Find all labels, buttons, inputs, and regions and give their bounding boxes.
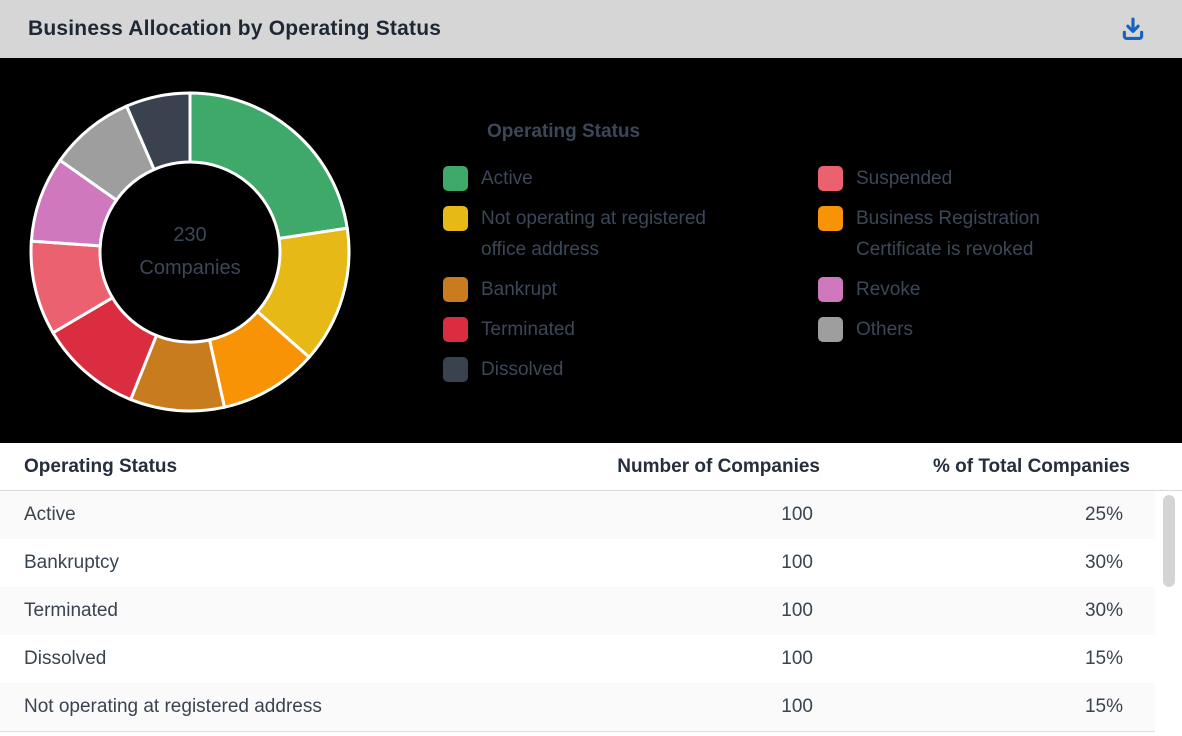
cell-number-of-companies: 100: [781, 552, 813, 573]
legend-swatch-dissolved: [443, 357, 468, 382]
cell-number-of-companies: 100: [781, 600, 813, 621]
legend-title: Operating Status: [487, 121, 641, 142]
legend-item-bankrupt[interactable]: Bankrupt: [443, 274, 818, 305]
legend-item-business-registration-certificate-is-revoked[interactable]: Business Registration Certificate is rev…: [818, 203, 1126, 265]
legend-swatch-terminated: [443, 317, 468, 342]
cell-status: Dissolved: [24, 648, 107, 669]
cell-pct-of-total: 15%: [1084, 648, 1123, 669]
legend-item-active[interactable]: Active: [443, 163, 818, 194]
legend-swatch-active: [443, 166, 468, 191]
cell-number-of-companies: 100: [781, 648, 813, 669]
legend-swatch-suspended: [818, 166, 843, 191]
legend-swatch-others: [818, 317, 843, 342]
legend-label: Suspended: [856, 168, 953, 189]
widget-title-bar: Business Allocation by Operating Status: [0, 0, 1182, 58]
donut-segment-active[interactable]: [188, 91, 349, 241]
legend-label: Others: [856, 319, 914, 340]
cell-status: Not operating at registered address: [24, 696, 322, 717]
cell-number-of-companies: 100: [781, 504, 813, 525]
legend-label: Active: [481, 168, 533, 189]
cell-pct-of-total: 30%: [1084, 552, 1123, 573]
cell-status: Terminated: [24, 600, 118, 621]
cell-pct-of-total: 25%: [1084, 504, 1123, 525]
download-icon: [1122, 17, 1144, 41]
chart-area: 230 Companies Operating Status Active Not…: [0, 58, 1182, 443]
table-row-active: Active 100 25%: [0, 491, 1155, 539]
legend-swatch-bankrupt: [443, 277, 468, 302]
legend-item-terminated[interactable]: Terminated: [443, 314, 818, 345]
table-row-terminated: Terminated 100 30%: [0, 587, 1155, 635]
table-body[interactable]: Active 100 25% Bankruptcy 100 30% Terminated 10…: [0, 491, 1155, 732]
legend-item-suspended[interactable]: Suspended: [818, 163, 1126, 194]
legend-swatch-revoke: [818, 277, 843, 302]
cell-pct-of-total: 30%: [1084, 600, 1123, 621]
legend-item-dissolved[interactable]: Dissolved: [443, 354, 818, 385]
chart-legend: Operating Status Active Not operating at …: [443, 121, 1126, 385]
legend-label: Terminated: [481, 319, 575, 340]
page-title: Business Allocation by Operating Status: [28, 17, 442, 40]
table-scrollbar-thumb[interactable]: [1163, 495, 1175, 587]
table-row-not-operating-at-registered-address: Not operating at registered address 100 15…: [0, 683, 1155, 731]
column-header-operating-status: Operating Status: [24, 455, 178, 477]
legend-item-not-operating-at-registered-office-address[interactable]: Not operating at registered office addre…: [443, 203, 818, 265]
legend-label: Not operating at registered office addre…: [481, 208, 706, 260]
legend-item-others[interactable]: Others: [818, 314, 1126, 345]
donut-chart-svg: [29, 91, 351, 413]
column-header-pct-of-total: % of Total Companies: [932, 455, 1130, 477]
legend-swatch-business-registration-certificate-is-revoked: [818, 206, 843, 231]
donut-chart: 230 Companies: [25, 87, 355, 417]
cell-status: Bankruptcy: [24, 552, 120, 573]
column-header-number-of-companies: Number of Companies: [617, 455, 820, 477]
table-header-row: Operating Status Number of Companies % o…: [0, 443, 1182, 491]
legend-label: Dissolved: [481, 359, 564, 380]
legend-label: Revoke: [856, 279, 921, 300]
status-table: Operating Status Number of Companies % o…: [0, 443, 1182, 736]
cell-pct-of-total: 15%: [1084, 696, 1123, 717]
download-button[interactable]: [1117, 13, 1149, 45]
cell-number-of-companies: 100: [781, 696, 813, 717]
legend-label: Business Registration Certificate is rev…: [856, 208, 1040, 260]
donut-segment-dissolved[interactable]: [124, 91, 192, 172]
table-row-bankruptcy: Bankruptcy 100 30%: [0, 539, 1155, 587]
cell-status: Active: [24, 504, 76, 525]
legend-items: Active Not operating at registered office…: [443, 163, 1126, 385]
legend-label: Bankrupt: [481, 279, 558, 300]
legend-item-revoke[interactable]: Revoke: [818, 274, 1126, 305]
table-row-dissolved: Dissolved 100 15%: [0, 635, 1155, 683]
legend-swatch-not-operating-at-registered-office-address: [443, 206, 468, 231]
